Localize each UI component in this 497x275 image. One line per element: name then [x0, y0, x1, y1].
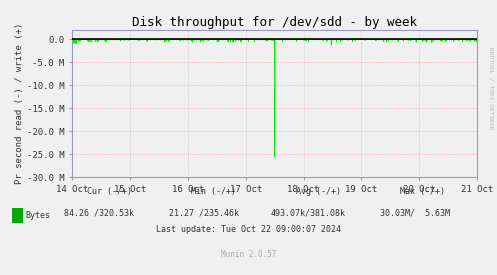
Text: 493.07k/381.08k: 493.07k/381.08k	[271, 209, 345, 218]
Text: 30.03M/  5.63M: 30.03M/ 5.63M	[380, 209, 450, 218]
Text: Min (-/+): Min (-/+)	[191, 187, 236, 196]
Y-axis label: Pr second read (-) / write (+): Pr second read (-) / write (+)	[15, 23, 24, 185]
Text: 84.26 /320.53k: 84.26 /320.53k	[65, 209, 134, 218]
Text: Cur (-/+): Cur (-/+)	[87, 187, 132, 196]
Text: 21.27 /235.46k: 21.27 /235.46k	[169, 209, 239, 218]
Text: Bytes: Bytes	[26, 211, 51, 220]
Text: Avg (-/+): Avg (-/+)	[296, 187, 340, 196]
Text: Last update: Tue Oct 22 09:00:07 2024: Last update: Tue Oct 22 09:00:07 2024	[156, 226, 341, 234]
Title: Disk throughput for /dev/sdd - by week: Disk throughput for /dev/sdd - by week	[132, 16, 417, 29]
Text: RRDTOOL / TOBI OETIKER: RRDTOOL / TOBI OETIKER	[488, 47, 493, 129]
Text: Max (-/+): Max (-/+)	[400, 187, 445, 196]
Text: Munin 2.0.57: Munin 2.0.57	[221, 250, 276, 259]
